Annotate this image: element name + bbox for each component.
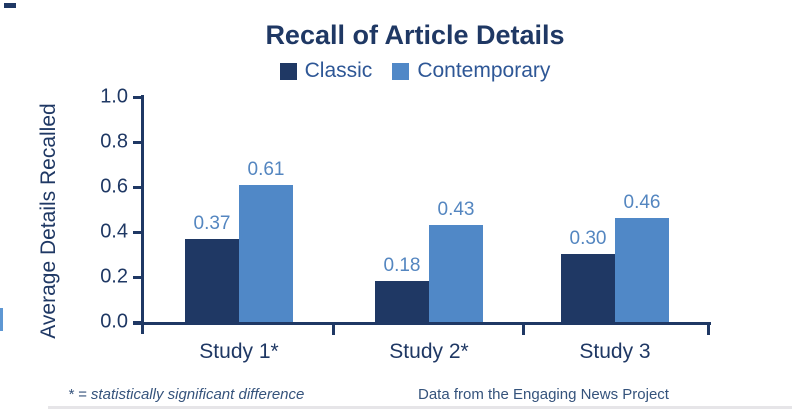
x-tick-mark	[332, 322, 335, 335]
crop-artifact-left-edge	[0, 308, 3, 331]
y-tick-label: 0.0	[100, 310, 128, 333]
y-tick-mark	[133, 231, 142, 234]
y-tick-label: 1.0	[100, 85, 128, 108]
bar-value-label: 0.30	[569, 228, 607, 249]
y-tick-label: 0.8	[100, 130, 128, 153]
y-axis-line	[141, 95, 144, 334]
x-tick-mark	[707, 322, 710, 335]
y-tick-mark	[133, 141, 142, 144]
crop-artifact-top-left	[4, 3, 16, 8]
footnote-source: Data from the Engaging News Project	[418, 386, 669, 403]
bar-classic-group2	[375, 281, 429, 322]
bar-value-label: 0.61	[247, 159, 285, 180]
bar-contemporary-group3	[615, 218, 669, 322]
bar-classic-group3	[561, 254, 615, 322]
bar-classic-group1	[185, 239, 239, 322]
x-category-label: Study 2*	[389, 340, 469, 363]
legend-swatch-contemporary	[392, 62, 410, 80]
x-category-label: Study 3	[579, 340, 651, 363]
chart-title: Recall of Article Details	[265, 20, 565, 50]
y-tick-mark	[133, 96, 142, 99]
y-tick-mark	[133, 186, 142, 189]
x-axis-line	[133, 322, 711, 325]
legend-label: Contemporary	[417, 59, 551, 82]
legend-item-classic: Classic	[279, 59, 373, 83]
bar-contemporary-group2	[429, 225, 483, 322]
bar-value-label: 0.18	[383, 255, 421, 276]
legend-swatch-classic	[279, 62, 297, 80]
y-tick-mark	[133, 321, 142, 324]
bar-value-label: 0.37	[193, 213, 231, 234]
legend: Classic Contemporary	[30, 58, 800, 84]
bar-value-label: 0.46	[623, 192, 661, 213]
footnote-significance: * = statistically significant difference	[68, 386, 305, 403]
x-tick-mark	[522, 322, 525, 335]
y-tick-label: 0.6	[100, 175, 128, 198]
legend-label: Classic	[304, 59, 373, 82]
y-tick-label: 0.4	[100, 220, 128, 243]
bar-value-label: 0.43	[437, 199, 475, 220]
y-tick-label: 0.2	[100, 265, 128, 288]
bar-contemporary-group1	[239, 185, 293, 322]
bottom-border-line	[48, 406, 792, 409]
legend-item-contemporary: Contemporary	[392, 59, 550, 83]
x-category-label: Study 1*	[199, 340, 279, 363]
y-tick-mark	[133, 276, 142, 279]
